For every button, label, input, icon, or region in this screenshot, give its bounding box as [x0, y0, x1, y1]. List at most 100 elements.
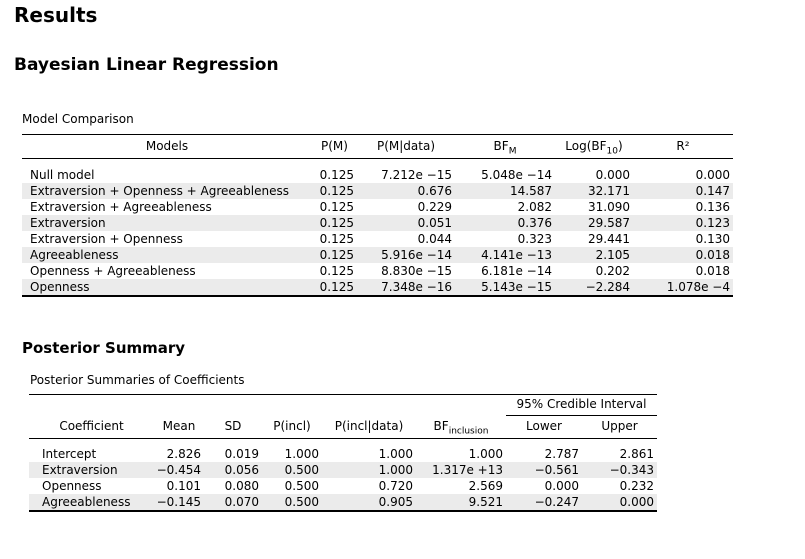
- r2-cell: 0.018: [695, 263, 730, 278]
- posterior-summary-caption: Posterior Summaries of Coefficients: [30, 372, 245, 387]
- col-header-bfm: BFM: [455, 134, 555, 159]
- model-row: Agreeableness 0.125 5.916e −14 4.141e −1…: [22, 246, 733, 263]
- model-name-cell: Extraversion + Agreeableness: [30, 199, 212, 214]
- pmdata-cell: 0.044: [417, 231, 452, 246]
- r2-cell: 0.018: [633, 246, 733, 263]
- model-row: Extraversion + Openness 0.125 0.044 0.32…: [22, 231, 733, 247]
- col-header-models: Models: [22, 134, 312, 159]
- bf-inclusion-cell: 9.521: [416, 494, 506, 511]
- bf-inclusion-subscript: inclusion: [448, 426, 489, 437]
- ci-upper-cell: 2.861: [619, 447, 655, 461]
- bfm-cell: 0.323: [517, 231, 552, 246]
- bfm-cell: 14.587: [455, 182, 555, 199]
- bf-inclusion-cell: 1.317e +13: [416, 462, 506, 478]
- pm-cell: 0.125: [319, 263, 354, 278]
- model-row: Extraversion + Agreeableness 0.125 0.229…: [22, 199, 733, 215]
- spacer-row: [29, 438, 658, 446]
- coefficient-row: Agreeableness −0.145 0.070 0.500 0.905 9…: [29, 494, 658, 511]
- pincl-cell: 0.500: [262, 494, 322, 511]
- bfm-cell: 0.376: [455, 214, 555, 231]
- coefficient-name-cell: Agreeableness: [29, 494, 154, 511]
- mean-cell: 2.826: [166, 447, 201, 461]
- pincldata-cell: 0.905: [322, 494, 416, 511]
- col-header-pincldata: P(incl|data): [322, 415, 416, 439]
- model-row: Openness 0.125 7.348e −16 5.143e −15 −2.…: [22, 278, 733, 296]
- ci-lower-cell: 2.787: [544, 447, 579, 461]
- model-comparison-header-row: Models P(M) P(M|data) BFM Log(BF10) R²: [22, 134, 733, 159]
- bf-inclusion-cell: 1.000: [468, 447, 503, 461]
- pm-cell: 0.125: [312, 278, 357, 296]
- pincldata-cell: 1.000: [322, 462, 416, 478]
- mean-cell: −0.454: [154, 462, 204, 478]
- coefficient-row: Intercept 2.826 0.019 1.000 1.000 1.000 …: [29, 446, 657, 462]
- r2-cell: 0.130: [695, 231, 730, 246]
- spacer-row: [22, 158, 733, 167]
- model-name-cell: Null model: [30, 167, 95, 182]
- bfm-cell: 5.048e −14: [481, 167, 552, 182]
- ci-upper-cell: 0.000: [582, 494, 658, 511]
- pincl-cell: 0.500: [284, 479, 319, 493]
- pincldata-cell: 1.000: [378, 447, 413, 461]
- coefficient-name-cell: Intercept: [42, 447, 97, 461]
- model-comparison-table: Models P(M) P(M|data) BFM Log(BF10) R² N…: [22, 134, 733, 297]
- model-name-cell: Extraversion: [22, 214, 312, 231]
- pm-cell: 0.125: [312, 246, 357, 263]
- pmdata-cell: 7.212e −15: [381, 167, 452, 182]
- col-header-mean: Mean: [154, 415, 204, 439]
- pm-cell: 0.125: [312, 214, 357, 231]
- coefficient-name-cell: Extraversion: [29, 462, 154, 478]
- logbf-subscript: 10: [606, 146, 618, 157]
- sd-cell: 0.070: [204, 494, 262, 511]
- pmdata-cell: 0.229: [417, 199, 452, 214]
- bfm-subscript: M: [508, 146, 517, 157]
- model-name-cell: Extraversion + Openness: [30, 231, 183, 246]
- coefficient-row: Openness 0.101 0.080 0.500 0.720 2.569 0…: [29, 478, 657, 494]
- model-row: Openness + Agreeableness 0.125 8.830e −1…: [22, 263, 733, 279]
- bfm-cell: 5.143e −15: [455, 278, 555, 296]
- r2-cell: 1.078e −4: [633, 278, 733, 296]
- pm-cell: 0.125: [319, 167, 354, 182]
- bfm-cell: 4.141e −13: [455, 246, 555, 263]
- analysis-title: Bayesian Linear Regression: [14, 55, 279, 75]
- col-header-pm: P(M): [312, 134, 357, 159]
- col-header-pincl: P(incl): [262, 415, 322, 439]
- logbf-cell: 32.171: [555, 182, 633, 199]
- pm-cell: 0.125: [312, 182, 357, 199]
- bf-inclusion-cell: 2.569: [468, 479, 503, 493]
- col-header-sd: SD: [204, 415, 262, 439]
- col-header-logbf10: Log(BF10): [555, 134, 633, 159]
- ci-lower-cell: −0.561: [506, 462, 582, 478]
- group-header-empty: [29, 394, 506, 415]
- model-name-cell: Openness: [22, 278, 312, 296]
- col-header-pmdata: P(M|data): [357, 134, 455, 159]
- r2-cell: 0.123: [633, 214, 733, 231]
- col-header-bf-inclusion: BFinclusion: [416, 415, 506, 439]
- posterior-summary-section: Posterior Summaries of Coefficients 95% …: [0, 372, 805, 512]
- sd-cell: 0.019: [224, 447, 259, 461]
- model-row: Extraversion + Openness + Agreeableness …: [22, 182, 733, 199]
- col-header-upper: Upper: [582, 415, 658, 439]
- model-comparison-section: Model Comparison Models P(M) P(M|data) B…: [0, 112, 805, 297]
- bfm-cell: 2.082: [517, 199, 552, 214]
- posterior-summary-table: 95% Credible Interval Coefficient Mean S…: [29, 393, 658, 512]
- model-name-cell: Agreeableness: [22, 246, 312, 263]
- model-row: Null model 0.125 7.212e −15 5.048e −14 0…: [22, 167, 733, 183]
- pmdata-cell: 0.051: [357, 214, 455, 231]
- bf-inclusion-label: BF: [433, 418, 449, 433]
- logbf-label: Log(BF: [565, 139, 607, 153]
- pm-cell: 0.125: [319, 199, 354, 214]
- pmdata-cell: 7.348e −16: [357, 278, 455, 296]
- posterior-summary-title: Posterior Summary: [22, 338, 186, 357]
- col-header-coefficient: Coefficient: [29, 415, 154, 439]
- pincldata-cell: 0.720: [378, 479, 413, 493]
- sd-cell: 0.056: [204, 462, 262, 478]
- credible-interval-group-row: 95% Credible Interval: [29, 394, 658, 416]
- logbf-cell: 2.105: [555, 246, 633, 263]
- pmdata-cell: 5.916e −14: [357, 246, 455, 263]
- ci-upper-cell: −0.343: [582, 462, 658, 478]
- r2-cell: 0.000: [695, 167, 730, 182]
- ci-upper-cell: 0.232: [619, 479, 655, 493]
- bfm-cell: 6.181e −14: [481, 263, 552, 278]
- pmdata-cell: 8.830e −15: [381, 263, 452, 278]
- logbf-close-paren: ): [618, 139, 623, 153]
